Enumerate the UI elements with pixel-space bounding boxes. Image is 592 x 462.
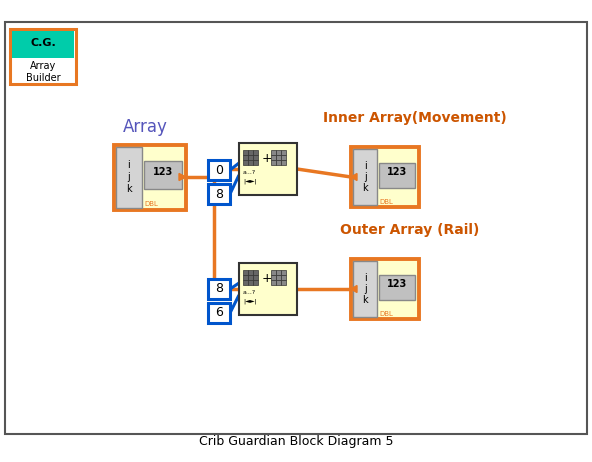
Bar (12, 31, 74, 58)
Polygon shape (179, 174, 186, 181)
Bar (281, 160, 286, 165)
Text: |◄►|: |◄►| (243, 178, 257, 184)
Bar (208, 279, 230, 299)
Bar (271, 160, 276, 165)
Bar (243, 155, 248, 160)
Text: 6: 6 (215, 306, 223, 320)
Bar (281, 270, 286, 275)
Bar (248, 160, 253, 165)
Text: j: j (128, 172, 130, 182)
Bar (379, 274, 415, 300)
Text: +: + (262, 152, 272, 165)
Bar (144, 161, 182, 188)
Text: j: j (364, 172, 366, 182)
Bar (10, 29, 76, 84)
Text: DBL: DBL (379, 199, 393, 205)
Bar (114, 145, 186, 209)
Bar (353, 261, 378, 317)
Text: 8: 8 (215, 282, 223, 296)
Bar (253, 280, 258, 285)
Bar (281, 155, 286, 160)
Text: C.G.: C.G. (30, 38, 56, 49)
Bar (208, 184, 230, 204)
Bar (248, 280, 253, 285)
Bar (271, 280, 276, 285)
Bar (276, 155, 281, 160)
Bar (276, 160, 281, 165)
Bar (271, 155, 276, 160)
Bar (208, 160, 230, 180)
Text: 123: 123 (153, 167, 173, 177)
Text: DBL: DBL (379, 311, 393, 317)
Text: a...?: a...? (243, 170, 256, 175)
Bar (248, 270, 253, 275)
Text: 8: 8 (215, 188, 223, 201)
Text: Inner Array(Movement): Inner Array(Movement) (323, 111, 507, 125)
Bar (243, 150, 248, 155)
Text: i: i (128, 160, 130, 170)
Bar (248, 275, 253, 280)
Text: k: k (126, 184, 132, 195)
Text: |◄►|: |◄►| (243, 298, 257, 304)
Bar (253, 270, 258, 275)
Bar (248, 150, 253, 155)
Bar (271, 270, 276, 275)
Bar (253, 155, 258, 160)
Text: Outer Array (Rail): Outer Array (Rail) (340, 223, 480, 237)
Bar (281, 275, 286, 280)
Bar (243, 275, 248, 280)
Bar (208, 303, 230, 323)
Text: j: j (364, 284, 366, 294)
Bar (276, 275, 281, 280)
Bar (239, 263, 297, 315)
Text: DBL: DBL (144, 201, 158, 207)
Bar (243, 160, 248, 165)
Bar (351, 147, 419, 207)
Text: Array
Builder: Array Builder (25, 61, 60, 83)
Bar (276, 150, 281, 155)
Text: 123: 123 (387, 167, 407, 177)
Bar (276, 280, 281, 285)
Bar (271, 275, 276, 280)
Bar (353, 149, 378, 205)
Bar (271, 150, 276, 155)
Text: k: k (362, 295, 368, 305)
Text: k: k (362, 183, 368, 194)
Bar (243, 280, 248, 285)
Bar (253, 160, 258, 165)
Polygon shape (351, 174, 357, 181)
Bar (253, 150, 258, 155)
Bar (379, 163, 415, 188)
Text: i: i (364, 273, 366, 283)
Bar (5, 22, 587, 434)
Bar (281, 150, 286, 155)
Bar (276, 270, 281, 275)
Text: a...?: a...? (243, 290, 256, 294)
Bar (116, 146, 142, 207)
Text: 123: 123 (387, 279, 407, 289)
Text: 0: 0 (215, 164, 223, 176)
Text: +: + (262, 273, 272, 286)
Bar (351, 259, 419, 319)
Bar (239, 143, 297, 195)
Text: Crib Guardian Block Diagram 5: Crib Guardian Block Diagram 5 (199, 435, 393, 448)
Text: i: i (364, 161, 366, 170)
Bar (248, 155, 253, 160)
Polygon shape (351, 286, 357, 292)
Bar (243, 270, 248, 275)
Bar (281, 280, 286, 285)
Bar (253, 275, 258, 280)
Text: Array: Array (123, 118, 168, 136)
